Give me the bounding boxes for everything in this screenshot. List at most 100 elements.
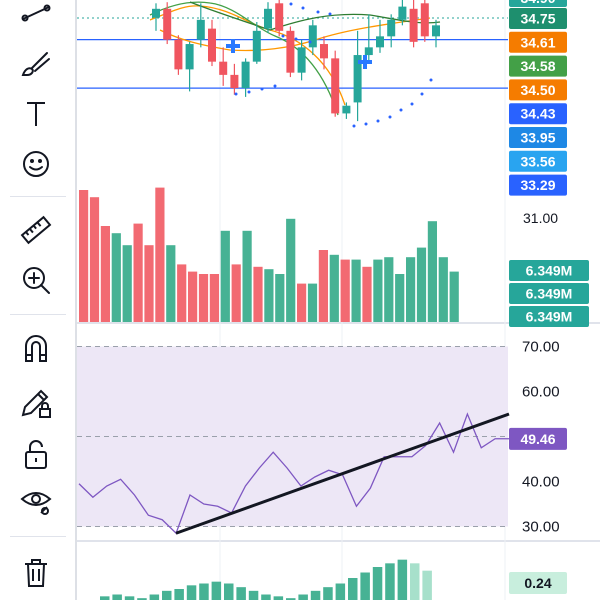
svg-text:49.46: 49.46	[520, 431, 555, 447]
volume-bar	[220, 230, 230, 322]
candle	[185, 41, 194, 92]
magnet-tool[interactable]	[14, 326, 58, 370]
emoji-tool[interactable]	[14, 142, 58, 186]
price-label: 33.29	[509, 174, 567, 196]
svg-text:34.61: 34.61	[520, 34, 555, 50]
price-panel: 34.90 34.75 34.61 34.58 34.50 34.43 33.95 33.56…	[77, 0, 567, 196]
candle	[196, 3, 205, 48]
parabolic-sar	[234, 2, 433, 128]
ruler-icon	[20, 215, 52, 245]
macd-bar	[372, 567, 383, 600]
rsi-tick-label: 30.00	[522, 519, 560, 536]
price-label: 34.61	[509, 31, 567, 53]
volume-bar	[297, 283, 307, 322]
panel-separator[interactable]	[77, 540, 600, 542]
ma-line-orange	[149, 5, 346, 106]
macd-bar	[360, 572, 370, 600]
macd-bar	[348, 578, 358, 600]
candle	[331, 50, 340, 117]
svg-text:34.50: 34.50	[520, 82, 555, 98]
brush-icon	[21, 52, 50, 76]
cross-marker[interactable]	[226, 39, 240, 53]
eye-icon	[20, 492, 52, 515]
svg-text:34.43: 34.43	[520, 106, 555, 122]
unlock-icon	[25, 440, 47, 469]
candle	[320, 36, 328, 70]
macd-bar	[174, 589, 184, 600]
macd-bar	[273, 596, 284, 600]
candle	[308, 19, 317, 56]
brush-tool[interactable]	[14, 42, 58, 86]
macd-panel: 0.24	[100, 559, 567, 600]
macd-bar	[310, 590, 321, 600]
price-label: 34.43	[509, 103, 567, 125]
volume-bar	[416, 247, 427, 322]
trend-line[interactable]	[175, 412, 510, 535]
drawing-toolbar	[0, 0, 76, 600]
svg-text:34.90: 34.90	[520, 0, 555, 6]
macd-bar	[199, 583, 209, 600]
price-label: 33.56	[509, 150, 567, 172]
macd-value-box	[509, 572, 567, 594]
volume-bar	[100, 226, 110, 322]
toolbar-divider[interactable]	[75, 0, 77, 600]
macd-bar	[385, 563, 395, 600]
volume-bar	[406, 257, 416, 322]
volume-bar	[340, 259, 350, 322]
candle	[208, 19, 216, 67]
candle	[342, 102, 351, 119]
cross-marker[interactable]	[358, 55, 372, 69]
text-icon	[27, 102, 45, 126]
volume-scale-label: 31.00	[523, 210, 558, 226]
macd-bar	[186, 585, 197, 600]
candles	[152, 0, 440, 122]
unlock-tool[interactable]	[14, 432, 58, 476]
candle	[241, 58, 250, 97]
volume-bar	[384, 257, 394, 322]
magnet-icon	[25, 335, 47, 362]
price-label: 34.58	[509, 55, 567, 77]
volume-bar	[155, 187, 165, 322]
volume-bar	[177, 264, 187, 322]
rsi-line	[78, 412, 509, 535]
svg-text:6.349M: 6.349M	[526, 309, 573, 325]
svg-text:33.29: 33.29	[520, 177, 555, 193]
candle	[275, 0, 284, 37]
volume-bar	[122, 245, 132, 322]
trash-icon	[25, 559, 47, 587]
price-label: 33.95	[509, 127, 567, 148]
candle	[420, 0, 429, 42]
macd-bar	[100, 596, 110, 600]
macd-bar	[323, 587, 333, 600]
macd-bar	[286, 598, 296, 600]
zoom-in-tool[interactable]	[14, 258, 58, 302]
price-label: 34.75	[509, 8, 567, 29]
macd-bar	[397, 559, 408, 600]
candle	[387, 14, 396, 48]
panel-separator[interactable]	[77, 322, 600, 324]
ruler-tool[interactable]	[14, 208, 58, 252]
trend-line-tool[interactable]	[14, 0, 58, 36]
candle	[409, 0, 418, 48]
candle	[264, 2, 272, 34]
volume-bar	[427, 221, 437, 322]
macd-bar	[298, 594, 308, 600]
lock-drawing-tool[interactable]	[14, 380, 58, 424]
macd-bar	[335, 583, 346, 600]
volume-bar	[351, 259, 361, 322]
candle	[252, 22, 261, 64]
macd-bar	[248, 590, 259, 600]
chart-area[interactable]: 34.90 34.75 34.61 34.58 34.50 34.43 33.95 33.56…	[77, 0, 600, 600]
volume-bar	[449, 271, 459, 322]
delete-tool[interactable]	[14, 550, 58, 594]
volume-bar	[307, 283, 318, 322]
volume-bar	[198, 274, 209, 322]
svg-text:6.349M: 6.349M	[526, 263, 573, 279]
text-tool[interactable]	[14, 92, 58, 136]
visibility-tool[interactable]	[14, 478, 58, 522]
trend-line-icon	[21, 4, 51, 22]
volume-bar	[329, 254, 339, 322]
rsi-tick-label: 70.00	[522, 339, 560, 356]
volume-bar	[264, 269, 274, 322]
